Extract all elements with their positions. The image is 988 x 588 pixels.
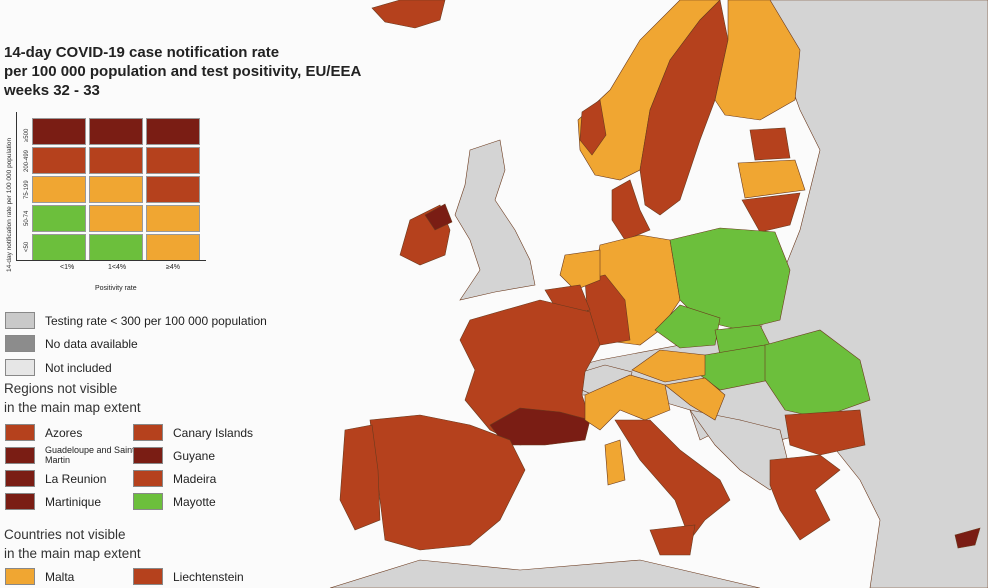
finland [714, 0, 801, 121]
legend-label: Malta [45, 570, 75, 584]
sardinia [604, 439, 626, 486]
legend-swatch [133, 470, 163, 487]
matrix-x-label: Positivity rate [95, 285, 137, 292]
lithuania [741, 192, 801, 233]
legend-swatch [133, 447, 163, 464]
legend-swatch [5, 470, 35, 487]
matrix-x-axis [16, 260, 206, 261]
matrix-x-tick: ≥4% [166, 264, 180, 271]
legend-label: Canary Islands [173, 426, 254, 440]
matrix-x-tick: 1<4% [108, 264, 127, 271]
norway-south [579, 99, 607, 156]
legend-swatch [5, 493, 35, 510]
greece [769, 454, 841, 541]
united-kingdom [454, 139, 536, 301]
title-line: weeks 32 - 33 [4, 82, 100, 99]
matrix-cell [32, 118, 86, 145]
legend-label: No data available [45, 337, 138, 351]
legend-label: Madeira [173, 472, 217, 486]
matrix-y-tick: 50-74 [24, 210, 30, 226]
non-eu-land [559, 0, 988, 588]
africa [329, 559, 761, 588]
matrix-y-axis [16, 112, 17, 260]
iceland [371, 0, 446, 29]
legend-label: Guyane [173, 449, 216, 463]
legend-label: La Reunion [45, 472, 107, 486]
matrix-y-tick: 75-199 [24, 180, 30, 199]
estonia [749, 127, 791, 161]
legend-label: Testing rate < 300 per 100 000 populatio… [45, 314, 267, 328]
legend-label: Mayotte [173, 495, 216, 509]
section-title: in the main map extent [4, 546, 141, 561]
northern-ireland [424, 203, 453, 231]
legend-label: Not included [45, 361, 112, 375]
matrix-cell [89, 147, 143, 174]
romania [764, 329, 871, 419]
section-title: Regions not visible [4, 381, 118, 396]
matrix-cell [146, 176, 200, 203]
legend-label: Guadeloupe and Saint Martin [45, 445, 135, 465]
legend-label: Liechtenstein [173, 570, 244, 584]
matrix-y-tick: <50 [24, 241, 30, 252]
bulgaria [784, 409, 866, 456]
matrix-cell [32, 176, 86, 203]
slovenia-croatia [664, 377, 726, 421]
legend-swatch [133, 424, 163, 441]
legend-swatch [133, 568, 163, 585]
legend-swatch [133, 493, 163, 510]
matrix-cell [146, 147, 200, 174]
italy [614, 419, 731, 541]
latvia [737, 159, 806, 199]
legend-swatch [5, 447, 35, 464]
legend-swatch [5, 424, 35, 441]
matrix-y-tick: ≥500 [24, 128, 30, 142]
matrix-cell [146, 118, 200, 145]
matrix-y-label: 14-day notification rate per 100 000 pop… [6, 137, 13, 272]
netherlands [559, 249, 601, 291]
matrix-cell [146, 234, 200, 261]
title-line: 14-day COVID-19 case notification rate [4, 44, 280, 61]
legend-swatch [5, 568, 35, 585]
matrix-cell [89, 234, 143, 261]
matrix-cell [32, 234, 86, 261]
matrix-cell [89, 118, 143, 145]
matrix-x-tick: <1% [60, 264, 75, 271]
matrix-cell [146, 205, 200, 232]
portugal [339, 424, 381, 531]
austria [631, 349, 706, 383]
legend-label: Azores [45, 426, 83, 440]
poland [669, 227, 791, 331]
denmark [611, 179, 651, 241]
matrix-cell [89, 205, 143, 232]
sicily [649, 524, 696, 556]
title-line: per 100 000 population and test positivi… [4, 63, 362, 80]
matrix-cell [32, 205, 86, 232]
section-title: in the main map extent [4, 400, 141, 415]
matrix-cell [32, 147, 86, 174]
legend-swatch [5, 359, 35, 376]
matrix-y-tick: 200-499 [24, 149, 30, 172]
section-title: Countries not visible [4, 527, 126, 542]
cyprus [954, 527, 981, 549]
matrix-cell [89, 176, 143, 203]
legend-label: Martinique [45, 495, 102, 509]
legend-swatch [5, 312, 35, 329]
legend-swatch [5, 335, 35, 352]
